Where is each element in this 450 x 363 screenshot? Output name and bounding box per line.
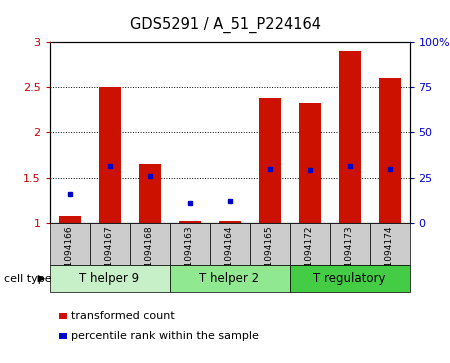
- Text: percentile rank within the sample: percentile rank within the sample: [71, 331, 259, 341]
- Bar: [210, 223, 249, 265]
- Bar: [170, 223, 210, 265]
- Bar: [130, 223, 170, 265]
- Bar: [58, 216, 81, 223]
- Text: GSM1094174: GSM1094174: [385, 225, 394, 286]
- Text: GSM1094168: GSM1094168: [145, 225, 154, 286]
- Bar: [369, 223, 410, 265]
- Text: transformed count: transformed count: [71, 311, 175, 321]
- Bar: [90, 223, 130, 265]
- Text: GSM1094172: GSM1094172: [305, 225, 314, 286]
- Bar: [329, 223, 369, 265]
- Text: GSM1094166: GSM1094166: [65, 225, 74, 286]
- Text: GSM1094167: GSM1094167: [105, 225, 114, 286]
- Text: GSM1094165: GSM1094165: [265, 225, 274, 286]
- Bar: [179, 221, 201, 223]
- Bar: [298, 102, 320, 223]
- Text: GDS5291 / A_51_P224164: GDS5291 / A_51_P224164: [130, 16, 320, 33]
- Bar: [378, 78, 400, 223]
- Bar: [219, 220, 240, 223]
- Text: T helper 2: T helper 2: [199, 272, 260, 285]
- Bar: [50, 223, 90, 265]
- Text: GSM1094163: GSM1094163: [185, 225, 194, 286]
- Bar: [289, 223, 329, 265]
- Text: GSM1094164: GSM1094164: [225, 225, 234, 286]
- Text: GSM1094173: GSM1094173: [345, 225, 354, 286]
- Bar: [170, 265, 289, 292]
- Bar: [338, 51, 360, 223]
- Text: cell type: cell type: [4, 274, 52, 284]
- Bar: [139, 164, 161, 223]
- Bar: [258, 98, 280, 223]
- Bar: [289, 265, 410, 292]
- Bar: [50, 265, 170, 292]
- Bar: [249, 223, 289, 265]
- Text: T regulatory: T regulatory: [313, 272, 386, 285]
- Bar: [99, 87, 121, 223]
- Text: T helper 9: T helper 9: [80, 272, 140, 285]
